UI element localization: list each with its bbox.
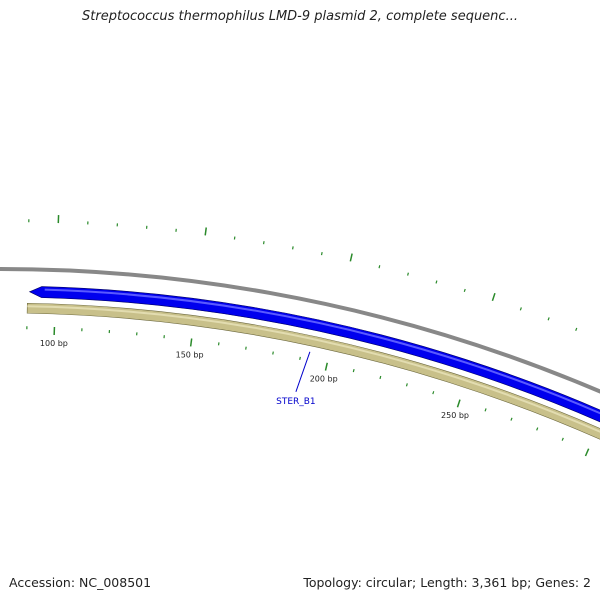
inner-major-tick	[189, 338, 193, 347]
inner-minor-tick	[432, 391, 435, 395]
inner-major-tick	[324, 362, 328, 371]
outer-minor-tick	[463, 288, 466, 293]
inner-minor-tick	[379, 375, 382, 380]
gene-label-leader	[295, 351, 311, 392]
inner-minor-tick	[510, 417, 513, 421]
accession-label: Accession: NC_008501	[9, 575, 152, 590]
outer-major-tick	[491, 292, 496, 302]
map-title: Streptococcus thermophilus LMD-9 plasmid…	[82, 9, 518, 24]
genome-summary: Topology: circular; Length: 3,361 bp; Ge…	[303, 575, 591, 590]
tick-label: 250 bp	[441, 411, 469, 420]
inner-tick-ring	[26, 326, 590, 457]
outer-minor-tick	[575, 327, 578, 331]
outer-minor-tick	[407, 272, 409, 276]
inner-minor-tick	[561, 437, 564, 441]
inner-minor-tick	[352, 369, 355, 373]
inner-minor-tick	[245, 346, 247, 350]
outer-minor-tick	[292, 246, 294, 250]
outer-minor-tick	[435, 280, 438, 284]
outer-minor-tick	[378, 265, 381, 269]
outer-minor-tick	[519, 307, 522, 311]
tick-label: 100 bp	[40, 339, 68, 348]
reverse-strand-feature[interactable]	[26, 302, 600, 571]
tick-label: 150 bp	[176, 350, 204, 359]
gene-label-ster-b1[interactable]: STER_B1	[276, 397, 316, 407]
reverse-feature-highlight	[27, 305, 600, 433]
inner-minor-tick	[484, 408, 487, 412]
inner-minor-tick	[272, 351, 274, 355]
inner-major-tick	[584, 448, 590, 457]
gene-arrow-ster-b1[interactable]	[28, 286, 600, 558]
outer-minor-tick	[547, 317, 550, 321]
plasmid-backbone	[0, 267, 600, 394]
outer-tick-ring	[28, 215, 578, 331]
inner-minor-tick	[405, 383, 408, 387]
inner-minor-tick	[299, 356, 301, 360]
inner-minor-tick	[536, 427, 539, 431]
outer-minor-tick	[320, 252, 323, 256]
tick-label: 200 bp	[310, 374, 338, 383]
outer-minor-tick	[262, 241, 265, 245]
inner-major-tick	[456, 399, 461, 408]
gene-arrow-highlight	[44, 288, 600, 415]
outer-major-tick	[204, 227, 207, 236]
outer-major-tick	[349, 253, 353, 262]
